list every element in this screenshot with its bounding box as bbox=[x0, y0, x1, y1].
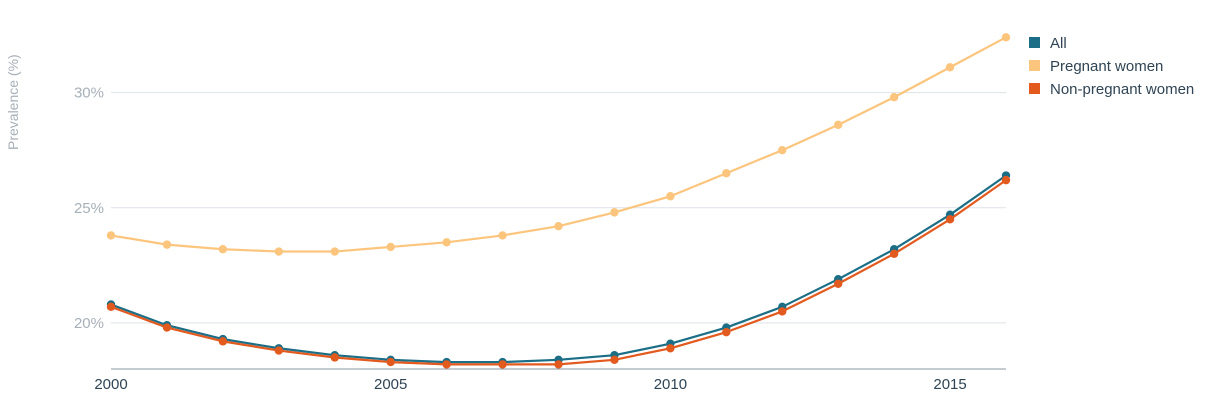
data-point-non-pregnant-women[interactable] bbox=[330, 353, 339, 362]
data-point-pregnant-women[interactable] bbox=[833, 120, 843, 130]
data-point-pregnant-women[interactable] bbox=[666, 192, 675, 201]
legend-swatch bbox=[1029, 60, 1040, 71]
data-point-non-pregnant-women[interactable] bbox=[1001, 175, 1011, 185]
data-point-pregnant-women[interactable] bbox=[274, 247, 284, 256]
series-group bbox=[106, 33, 1011, 369]
data-point-non-pregnant-women[interactable] bbox=[666, 344, 675, 353]
data-point-non-pregnant-women[interactable] bbox=[162, 323, 172, 332]
x-tick-label: 2015 bbox=[933, 376, 966, 393]
legend-item-pregnant-women[interactable]: Pregnant women bbox=[1029, 58, 1163, 75]
data-point-pregnant-women[interactable] bbox=[610, 208, 619, 217]
data-point-pregnant-women[interactable] bbox=[554, 222, 563, 231]
x-tick-label: 2000 bbox=[94, 376, 127, 393]
data-point-pregnant-women[interactable] bbox=[442, 238, 451, 247]
data-point-pregnant-women[interactable] bbox=[106, 231, 116, 240]
legend-item-all[interactable]: All bbox=[1029, 35, 1067, 52]
data-point-non-pregnant-women[interactable] bbox=[833, 279, 843, 288]
data-point-pregnant-women[interactable] bbox=[330, 247, 339, 256]
data-point-non-pregnant-women[interactable] bbox=[610, 355, 619, 364]
legend-item-non-pregnant-women[interactable]: Non-pregnant women bbox=[1029, 81, 1194, 98]
data-point-pregnant-women[interactable] bbox=[778, 145, 787, 155]
series-pregnant-women bbox=[106, 33, 1011, 256]
legend-label: Pregnant women bbox=[1050, 58, 1163, 75]
data-point-non-pregnant-women[interactable] bbox=[274, 346, 284, 355]
data-point-pregnant-women[interactable] bbox=[218, 245, 228, 254]
data-point-non-pregnant-women[interactable] bbox=[554, 360, 563, 369]
data-point-non-pregnant-women[interactable] bbox=[778, 307, 787, 316]
data-point-non-pregnant-women[interactable] bbox=[442, 360, 451, 369]
legend-label: Non-pregnant women bbox=[1050, 81, 1194, 98]
data-point-non-pregnant-women[interactable] bbox=[722, 327, 731, 337]
data-point-non-pregnant-women[interactable] bbox=[386, 357, 395, 367]
data-point-pregnant-women[interactable] bbox=[722, 169, 731, 178]
series-line-pregnant-women bbox=[110, 36, 1007, 253]
grid-lines bbox=[111, 92, 1006, 324]
data-point-pregnant-women[interactable] bbox=[162, 240, 172, 249]
x-tick-label: 2010 bbox=[654, 376, 687, 393]
data-point-pregnant-women[interactable] bbox=[1001, 33, 1011, 42]
legend-swatch bbox=[1029, 83, 1040, 94]
data-point-non-pregnant-women[interactable] bbox=[218, 337, 228, 346]
series-line-all bbox=[110, 174, 1007, 364]
data-point-pregnant-women[interactable] bbox=[498, 231, 507, 240]
y-axis-label: Prevalence (%) bbox=[5, 54, 21, 150]
y-tick-label: 30% bbox=[74, 85, 104, 102]
x-tick-labels: 2000 2005 2010 2015 bbox=[94, 376, 966, 393]
y-tick-label: 20% bbox=[74, 315, 104, 332]
x-tick-label: 2005 bbox=[374, 376, 407, 393]
legend-swatch bbox=[1029, 37, 1040, 48]
series-non-pregnant-women bbox=[106, 175, 1011, 369]
series-all bbox=[106, 171, 1011, 367]
data-point-pregnant-women[interactable] bbox=[386, 242, 395, 252]
y-tick-labels: 20% 25% 30% bbox=[74, 85, 104, 332]
data-point-pregnant-women[interactable] bbox=[945, 63, 955, 72]
data-point-non-pregnant-women[interactable] bbox=[889, 249, 899, 259]
data-point-non-pregnant-women[interactable] bbox=[945, 215, 955, 224]
data-point-non-pregnant-women[interactable] bbox=[498, 360, 507, 369]
legend: All Pregnant women Non-pregnant women bbox=[1029, 35, 1194, 98]
data-point-pregnant-women[interactable] bbox=[889, 93, 899, 102]
legend-label: All bbox=[1050, 35, 1067, 52]
y-tick-label: 25% bbox=[74, 200, 104, 217]
data-point-non-pregnant-women[interactable] bbox=[106, 302, 116, 312]
